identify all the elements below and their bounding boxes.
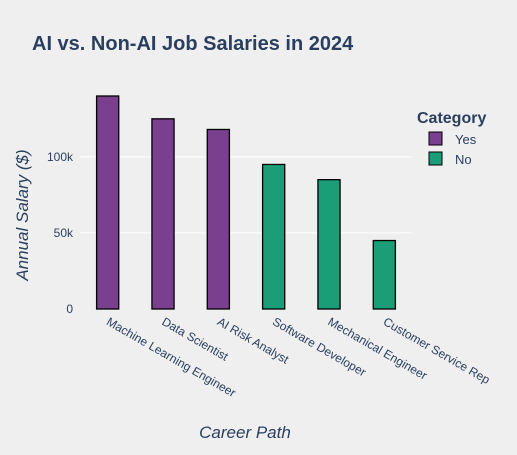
y-axis-title: Annual Salary ($)	[13, 149, 32, 281]
bar-no	[317, 179, 341, 310]
legend-swatch	[428, 131, 443, 146]
y-tick-label: 50k	[54, 226, 74, 240]
legend-label: Yes	[455, 132, 477, 147]
legend: Category Yes No	[417, 110, 486, 167]
x-tick-label: Mechanical Engineer	[326, 314, 430, 382]
y-tick-label: 0	[66, 302, 73, 316]
y-tick-label: 100k	[47, 150, 74, 164]
y-axis-ticks: 0 50k 100k	[47, 150, 74, 316]
gridlines	[80, 156, 412, 234]
x-axis-title: Career Path	[199, 423, 291, 442]
legend-title: Category	[417, 110, 486, 127]
x-tick-label: Customer Service Rep	[381, 314, 493, 387]
x-tick-label: Software Developer	[270, 314, 368, 379]
legend-label: No	[455, 152, 472, 167]
bar-no	[261, 163, 286, 310]
chart-title: AI vs. Non-AI Job Salaries in 2024	[32, 33, 354, 55]
legend-item: Yes	[428, 131, 477, 147]
bar-yes	[151, 118, 175, 310]
legend-item: No	[428, 151, 472, 167]
legend-items: Yes No	[428, 131, 477, 167]
bar-no	[372, 239, 397, 310]
bar-yes	[206, 128, 231, 310]
legend-swatch	[428, 151, 443, 166]
bars	[95, 95, 397, 310]
bar-yes	[95, 95, 120, 310]
